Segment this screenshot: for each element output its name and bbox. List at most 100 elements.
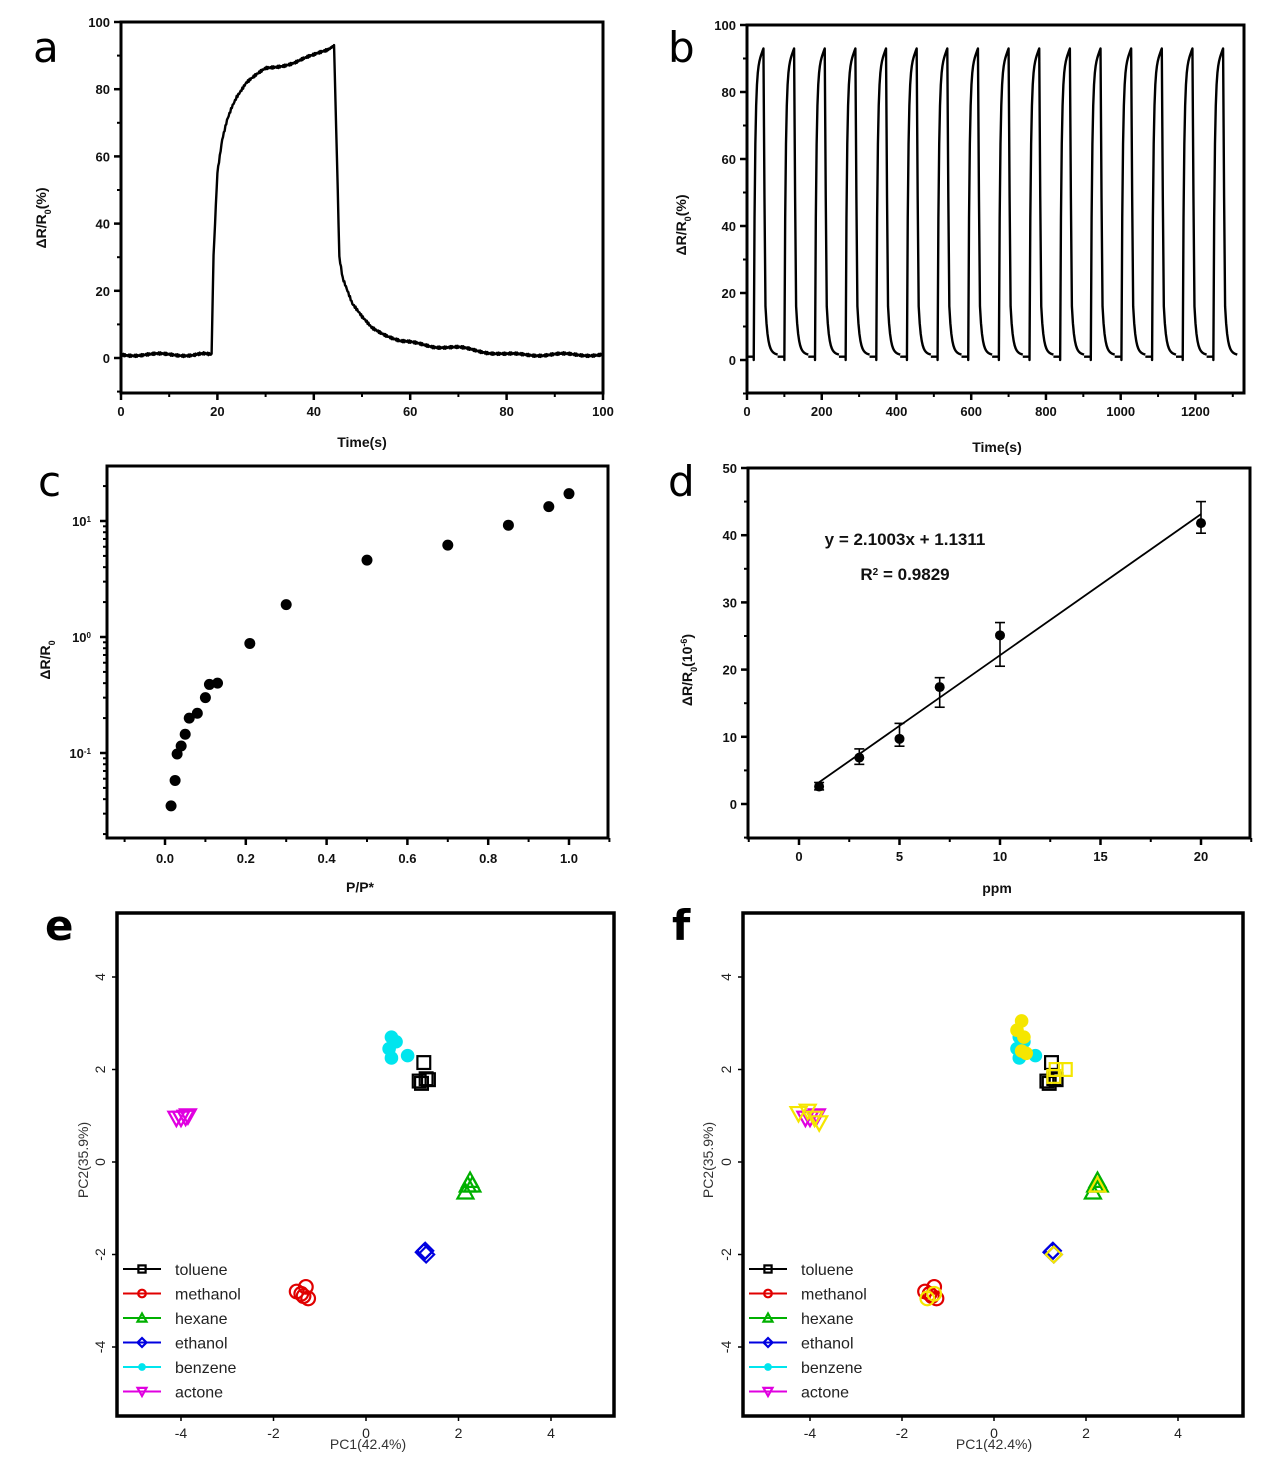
panel-e-toluene-point (420, 1072, 436, 1088)
panel-c-log-scatter: 0.0 0.2 0.4 0.6 0.8 1.0 10-1 100 101 P/P* ΔR/R0 (37, 464, 611, 895)
panel-e-legend-item-benzene: benzene (123, 1360, 236, 1377)
panel-b-cycle-line (869, 47, 901, 362)
panel-b-ytick-label: 40 (722, 219, 736, 234)
panel-a-ytick-label: 100 (88, 15, 110, 30)
panel-f-sample-point (1044, 1244, 1064, 1265)
panel-c-xtick-label: 0.2 (237, 851, 255, 866)
panel-c-data-point (199, 692, 211, 704)
legend-marker-icon (137, 1288, 147, 1299)
panel-c-data-point (563, 488, 575, 500)
panel-label-c: c (38, 457, 61, 506)
legend-label: toluene (801, 1262, 854, 1279)
panel-d-data-point (814, 781, 825, 792)
panel-c-data-point (165, 800, 177, 812)
panel-d-ytick-label: 40 (723, 528, 737, 543)
legend-label: actone (801, 1385, 849, 1402)
panel-b-xtick-label: 400 (886, 404, 908, 419)
panel-e-actone-point (178, 1108, 198, 1127)
panel-d-xlabel: ppm (982, 880, 1012, 896)
panel-b-ytick-label: 100 (714, 18, 736, 33)
panel-f-sample-point (788, 1105, 809, 1124)
legend-label: toluene (175, 1262, 228, 1279)
panel-b-cycle-line (808, 47, 840, 362)
panel-b-cycling-curve: 0 200 400 600 800 1000 1200 0 20 40 60 80 100 Time(s… (673, 18, 1246, 455)
panel-c-data-point (175, 740, 187, 752)
panel-f-ylabel: PC2(35.9%) (700, 1122, 716, 1198)
legend-label: hexane (801, 1311, 854, 1328)
panel-b-cycle-line (838, 47, 870, 362)
panel-b-ylabel: ΔR/R0(%) (673, 195, 693, 256)
legend-marker-icon (763, 1288, 773, 1299)
panel-d-ytick-label: 10 (723, 730, 737, 745)
panel-b-xtick-label: 800 (1035, 404, 1057, 419)
panel-a-xtick-label: 40 (307, 404, 321, 419)
panel-e-ytick-label: -2 (92, 1248, 108, 1261)
panel-c-data-point (280, 599, 292, 611)
panel-e-xlabel: PC1(42.4%) (330, 1436, 406, 1452)
panel-f-ytick-label: -2 (718, 1248, 734, 1261)
panel-d-xtick-label: 15 (1093, 849, 1107, 864)
panel-b-frame (745, 23, 1246, 395)
panel-c-xtick-label: 0.6 (398, 851, 416, 866)
panel-b-xtick-label: 600 (960, 404, 982, 419)
panel-a-xtick-label: 80 (499, 404, 513, 419)
panel-c-xtick-label: 0.8 (479, 851, 497, 866)
panel-e-toluene-point (416, 1055, 432, 1071)
panel-e-legend-item-methanol: methanol (123, 1287, 241, 1304)
legend-label: actone (175, 1385, 223, 1402)
panel-a-ytick-label: 40 (96, 217, 110, 232)
panel-f-legend-item-actone: actone (749, 1385, 849, 1402)
legend-marker-icon (763, 1264, 773, 1274)
panel-f-legend-item-methanol: methanol (749, 1287, 867, 1304)
legend-label: methanol (801, 1287, 867, 1304)
panel-f-xlabel: PC1(42.4%) (956, 1436, 1032, 1452)
panel-b-xtick-label: 200 (811, 404, 833, 419)
panel-d-data-point (995, 630, 1005, 641)
legend-label: methanol (175, 1287, 241, 1304)
panel-b-cycle-line (1053, 47, 1085, 362)
panel-f-legend: toluene methanol hexane ethanol benzene acton… (749, 1262, 867, 1402)
panel-b-xtick-label: 0 (743, 404, 750, 419)
panel-d-fit-line (818, 513, 1202, 784)
panel-a-ytick-label: 20 (96, 284, 110, 299)
panel-d-ytick-label: 0 (730, 797, 737, 812)
panel-f-legend-item-ethanol: ethanol (749, 1336, 854, 1353)
panel-f-ethanol-point (1043, 1241, 1063, 1261)
panel-f-ytick-label: 2 (718, 1065, 734, 1073)
panel-d-data-point (934, 682, 945, 693)
panel-a-response-curve: 0 20 40 60 80 100 0 20 40 60 80 100 Time(s) ΔR/R0(%… (33, 15, 614, 450)
panel-b-ytick-label: 60 (722, 152, 736, 167)
panel-e-actone-point (175, 1109, 196, 1128)
panel-d-ylabel: ΔR/R0(10-6) (679, 634, 699, 706)
panel-b-cycle-line (1145, 47, 1177, 362)
panel-f-sample-point (1019, 1046, 1033, 1061)
panel-e-ytick-label: 2 (92, 1065, 108, 1073)
panel-label-b: b (668, 23, 695, 72)
panel-e-benzene-point (400, 1048, 415, 1063)
legend-label: ethanol (175, 1336, 228, 1353)
panel-c-ytick-label: 10-1 (69, 746, 91, 761)
panel-b-cycle-line (1114, 47, 1146, 362)
panel-a-xtick-label: 100 (592, 404, 614, 419)
panel-f-ytick-label: 4 (718, 973, 734, 981)
panel-f-xtick-label: -4 (804, 1425, 817, 1441)
panel-e-ylabel: PC2(35.9%) (75, 1122, 91, 1198)
panel-e-legend-item-hexane: hexane (123, 1311, 228, 1328)
panel-a-xtick-label: 0 (117, 404, 124, 419)
panel-b-xlabel: Time(s) (972, 439, 1022, 455)
panel-c-data-point (183, 712, 195, 724)
panel-f-sample-point (1087, 1174, 1108, 1193)
legend-label: ethanol (801, 1336, 854, 1353)
panel-b-cycle-line (1206, 47, 1238, 362)
panel-c-data-point (212, 677, 224, 689)
panel-f-pca-with-samples: -4 -2 0 2 4 -4 -2 0 2 4 toluene methanol hexane etha… (700, 911, 1245, 1452)
panel-b-xtick-label: 1200 (1181, 404, 1210, 419)
panel-f-xtick-label: 0 (990, 1425, 998, 1441)
panel-e-hexane-point (455, 1181, 476, 1200)
panel-b-cycle-line (1084, 47, 1116, 362)
panel-b-xtick-label: 1000 (1106, 404, 1135, 419)
panel-c-ylabel: ΔR/R0 (37, 640, 57, 679)
panel-d-calibration: 0 5 10 15 20 0 10 20 30 40 50 y = 2.1003x + 1.1311… (679, 461, 1253, 896)
panel-f-xtick-label: 4 (1174, 1425, 1182, 1441)
panel-b-ytick-label: 0 (729, 353, 736, 368)
